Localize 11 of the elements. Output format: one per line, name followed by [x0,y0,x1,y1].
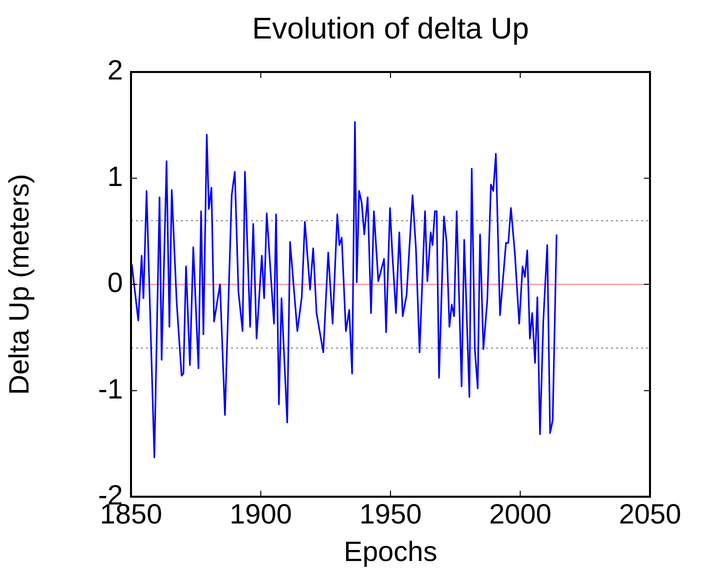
x-tick-label: 1950 [359,498,422,530]
x-axis-title: Epochs [344,536,438,567]
y-tick-label: 1 [107,160,123,192]
x-tick-label: 2000 [489,498,552,530]
x-tick-label: 1900 [230,498,292,530]
y-tick-label: 2 [107,54,123,86]
y-tick-label: 0 [107,267,123,298]
chart-title: Evolution of delta Up [252,12,529,46]
x-tick-label: 2050 [618,498,682,530]
y-tick-label: -1 [98,373,123,404]
y-axis-title: Delta Up (meters) [4,174,35,395]
